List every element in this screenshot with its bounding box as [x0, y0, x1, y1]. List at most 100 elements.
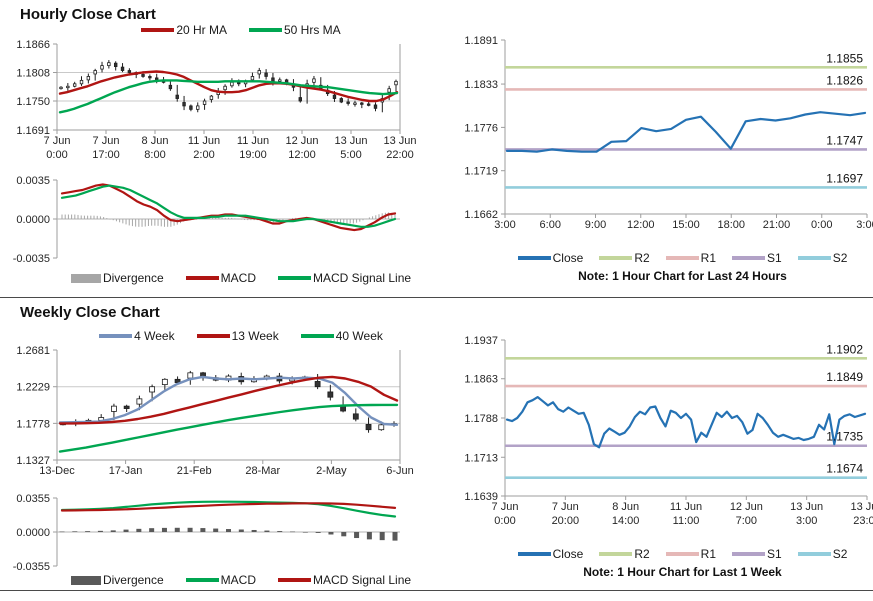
x-tick-label: 7 Jun	[492, 501, 519, 513]
divergence-bar	[352, 219, 354, 224]
y-tick-label: 0.0000	[16, 214, 50, 226]
legend-label: Divergence	[102, 271, 164, 285]
candle-body	[352, 413, 359, 420]
series-line-4-week	[58, 375, 399, 427]
divergence-bar	[315, 532, 321, 533]
hourly-pivot-legend: Close R2 R1 S1 S2	[436, 250, 873, 266]
legend-item-r2: R2	[599, 251, 650, 265]
y-tick-label: 1.1788	[464, 413, 498, 425]
candle-body	[284, 79, 289, 83]
x-tick-label: 0:00	[811, 219, 832, 231]
legend-label: S2	[832, 251, 848, 265]
x-tick-label: 5:00	[340, 149, 361, 161]
candle-body	[79, 79, 84, 85]
divergence-bar	[136, 528, 142, 532]
candle-body	[123, 405, 130, 409]
legend-label: S2	[832, 547, 848, 561]
divergence-bar	[80, 215, 82, 219]
x-tick-label: 17:00	[92, 149, 120, 161]
y-tick-label: 1.1937	[464, 335, 498, 347]
x-tick-label: 2-May	[316, 465, 347, 477]
series-line-macd-signal-line	[60, 184, 397, 228]
legend-label: 13 Week	[231, 329, 279, 343]
legend-swatch-icon	[665, 552, 699, 556]
y-tick-label: -0.0355	[13, 561, 50, 572]
legend-swatch-icon	[732, 552, 765, 556]
legend-label: S1	[767, 251, 782, 265]
divergence-bar	[218, 217, 220, 219]
x-tick-label: 3:00	[796, 515, 817, 527]
hourly-row: 20 Hr MA 50 Hrs MA 1.1866 1.1808 1.1750 1.16…	[0, 0, 873, 286]
divergence-bar	[163, 219, 165, 227]
divergence-bar	[343, 219, 345, 224]
legend-swatch-icon	[70, 273, 101, 283]
divergence-bar	[237, 218, 239, 220]
legend-swatch-icon	[141, 28, 175, 32]
divergence-bar	[394, 213, 396, 219]
legend-swatch-icon	[185, 276, 219, 280]
divergence-bar	[187, 527, 193, 532]
legend-item-40-week: 40 Week	[300, 329, 383, 343]
divergence-bar	[125, 219, 127, 225]
candle-body	[127, 70, 132, 73]
candle-body	[360, 102, 364, 105]
legend-label: R1	[700, 251, 716, 265]
divergence-bar	[74, 214, 76, 219]
divergence-bar	[375, 215, 377, 219]
weekly-note: Note: 1 Hour Chart for Last 1 Week	[583, 565, 782, 579]
divergence-bar	[131, 219, 133, 227]
divergence-bar	[226, 529, 231, 532]
candle-body	[66, 85, 70, 89]
candle-body	[230, 81, 234, 87]
divergence-bar	[83, 215, 85, 219]
legend-label: MACD	[220, 573, 256, 587]
divergence-bar	[149, 528, 155, 532]
divergence-bar	[250, 219, 252, 221]
y-tick-label: 1.1750	[16, 96, 50, 108]
candle-body	[332, 94, 337, 99]
hourly-section: Hourly Close Chart 20 Hr MA 50 Hrs MA 1.1…	[0, 0, 873, 298]
candle-body	[237, 81, 241, 85]
level-label-s1: 1.1735	[826, 430, 863, 444]
candle-body	[209, 95, 214, 100]
level-label-s1: 1.1747	[826, 133, 863, 147]
divergence-bar	[128, 219, 130, 226]
divergence-bar	[151, 219, 153, 226]
x-tick-label: 8 Jun	[142, 135, 169, 147]
divergence-bar	[87, 215, 89, 219]
x-tick-label: 2:00	[193, 149, 214, 161]
x-tick-label: 11 Jun	[188, 135, 220, 147]
divergence-bar	[330, 219, 332, 222]
legend-item-13-week: 13 Week	[196, 329, 279, 343]
divergence-bar	[161, 527, 167, 532]
series-line-macd-signal-line	[60, 502, 397, 512]
divergence-bar	[362, 219, 364, 221]
divergence-bar	[368, 217, 370, 219]
divergence-bar	[234, 218, 236, 219]
legend-label: Close	[552, 251, 584, 265]
divergence-bar	[224, 217, 226, 219]
legend-swatch-icon	[517, 256, 551, 260]
x-tick-label: 7 Jun	[44, 135, 71, 147]
legend-item-50-hrs-ma: 50 Hrs MA	[249, 23, 341, 37]
x-tick-label: 14:00	[612, 515, 640, 527]
divergence-bar	[341, 532, 347, 537]
x-tick-label: 3:00	[494, 219, 515, 231]
hourly-section-title: Hourly Close Chart	[20, 6, 156, 23]
x-tick-label: 21-Feb	[177, 465, 212, 477]
y-tick-label: 1.1891	[464, 35, 498, 47]
divergence-bar	[333, 219, 335, 223]
divergence-bar	[372, 216, 374, 219]
x-tick-label: 7:00	[736, 515, 757, 527]
hourly-macd-chart: 0.0035 0.0000 -0.0035	[13, 175, 400, 265]
y-tick-label: 1.2681	[16, 345, 50, 357]
x-tick-label: 13-Dec	[39, 465, 75, 477]
legend-item-macd-signal-line: MACD Signal Line	[278, 573, 411, 587]
level-label-r1: 1.1826	[826, 73, 863, 87]
x-tick-label: 6:00	[540, 219, 561, 231]
divergence-bar	[365, 218, 367, 220]
legend-swatch-icon	[665, 256, 699, 260]
candle-body	[271, 77, 275, 82]
